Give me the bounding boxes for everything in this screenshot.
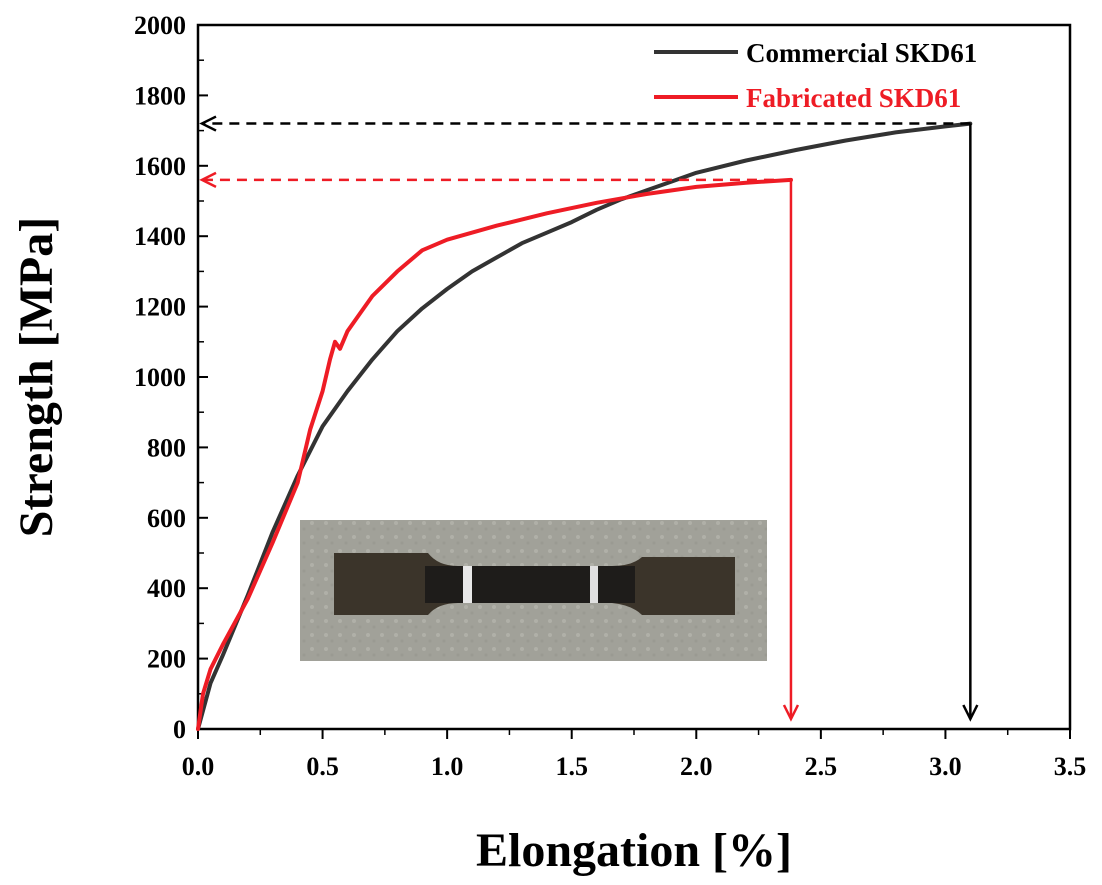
x-tick-label: 2.0	[680, 752, 713, 781]
y-tick-label: 400	[147, 574, 186, 603]
annotation-arrowhead-left-commercial-skd61	[199, 115, 217, 132]
y-tick-label: 0	[173, 715, 186, 744]
y-tick-label: 1200	[134, 293, 186, 322]
y-tick-label: 1000	[134, 363, 186, 392]
y-tick-label: 1800	[134, 81, 186, 110]
y-tick-label: 600	[147, 504, 186, 533]
x-tick-label: 1.5	[555, 752, 588, 781]
y-tick-label: 800	[147, 433, 186, 462]
y-tick-label: 2000	[134, 11, 186, 40]
x-tick-label: 1.0	[431, 752, 464, 781]
annotation-arrowhead-down-commercial-skd61	[962, 704, 979, 722]
annotation-arrowhead-down-fabricated-skd61	[782, 704, 800, 722]
y-tick-label: 1400	[134, 222, 186, 251]
x-tick-label: 0.0	[182, 752, 215, 781]
annotation-arrowhead-left-fabricated-skd61	[199, 171, 217, 188]
series-line-fabricated-skd61	[196, 177, 793, 731]
x-tick-label: 3.0	[929, 752, 962, 781]
y-tick-label: 200	[147, 645, 186, 674]
x-tick-label: 3.5	[1054, 752, 1087, 781]
x-axis-ticks: 0.0 0.5 1.0 1.5 2.0 2.5 3.0 3.5	[182, 729, 1087, 781]
specimen-photo	[300, 520, 767, 661]
annotation-layer	[199, 115, 979, 722]
series-line-commercial-skd61	[196, 121, 973, 731]
legend: Commercial SKD61 Fabricated SKD61	[654, 38, 977, 113]
y-axis-ticks: 0 200 400 600 800 1000 1200 1400 1600 1800 2000	[134, 11, 208, 744]
legend-label-commercial: Commercial SKD61	[746, 38, 977, 68]
y-tick-label: 1600	[134, 152, 186, 181]
series-layer	[196, 121, 973, 731]
legend-label-fabricated: Fabricated SKD61	[746, 83, 961, 113]
x-tick-label: 0.5	[306, 752, 339, 781]
x-axis-title: Elongation [%]	[476, 824, 792, 877]
x-tick-label: 2.5	[805, 752, 838, 781]
y-axis-title: Strength [MPa]	[10, 217, 63, 537]
